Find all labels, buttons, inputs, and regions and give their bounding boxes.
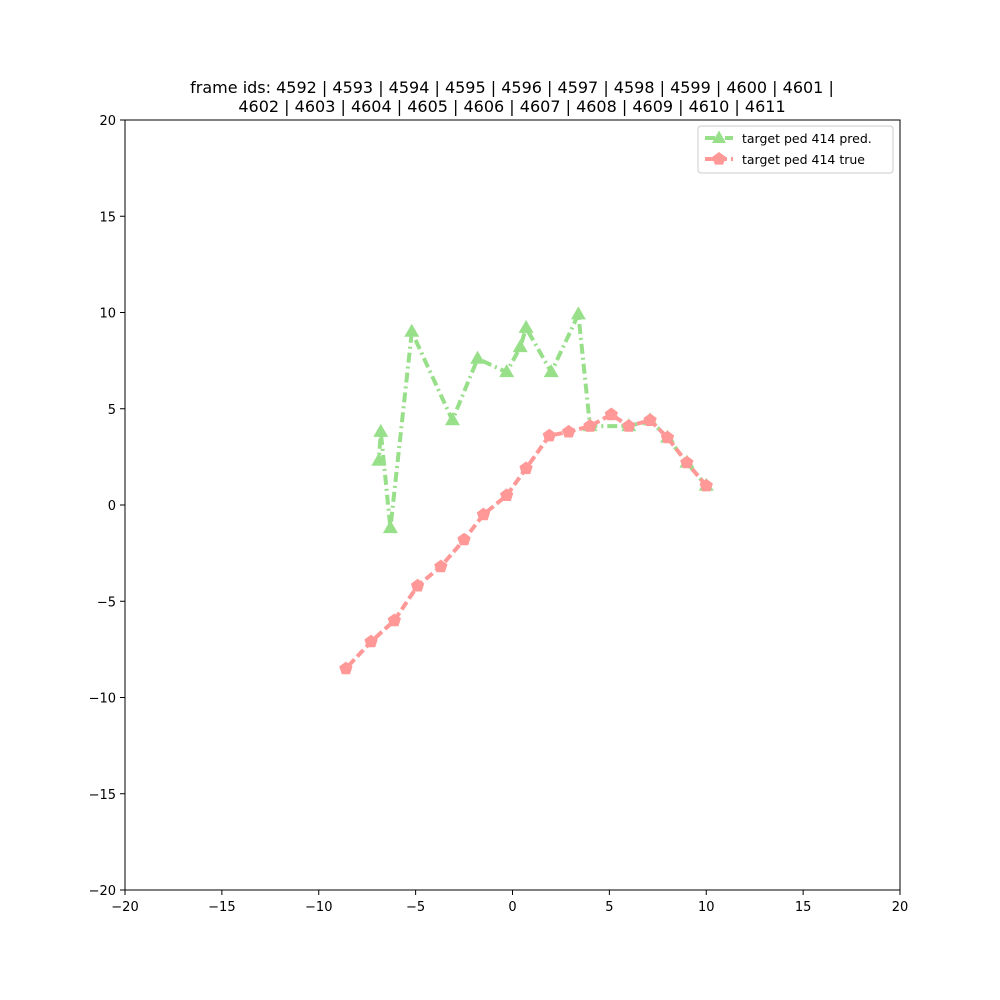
y-tick-label: −15 — [89, 788, 116, 803]
data-point — [364, 634, 378, 648]
x-tick-label: −5 — [406, 900, 425, 915]
legend-label-true: target ped 414 true — [742, 152, 865, 167]
axes-frame — [124, 119, 901, 891]
data-point — [562, 424, 576, 438]
data-point — [512, 339, 528, 353]
data-point — [542, 428, 556, 442]
data-point — [382, 520, 398, 534]
x-tick-label: 20 — [892, 900, 909, 915]
x-tick-label: 5 — [605, 900, 613, 915]
legend-swatch-true-marker — [712, 152, 726, 165]
series-0 — [371, 306, 714, 534]
y-tick-label: 15 — [99, 210, 116, 225]
x-axis: −20 −15 −10 −5 0 5 10 15 20 — [111, 890, 908, 915]
legend-entry-true: target ped 414 true — [705, 152, 865, 167]
y-axis: −20 −15 −10 −5 0 5 10 15 20 — [89, 114, 125, 899]
chart-title-line-2: 4602 | 4603 | 4604 | 4605 | 4606 | 4607 … — [238, 97, 785, 116]
x-tick-label: 0 — [508, 900, 516, 915]
data-point — [643, 413, 657, 426]
data-point — [339, 661, 353, 675]
data-point — [680, 455, 694, 469]
y-tick-label: −20 — [89, 884, 116, 899]
data-point — [457, 532, 471, 546]
data-point — [604, 407, 618, 421]
legend-box — [697, 125, 894, 174]
x-tick-label: 10 — [698, 900, 715, 915]
x-tick-label: −10 — [305, 900, 332, 915]
y-tick-label: 20 — [99, 114, 116, 129]
data-point — [434, 559, 448, 573]
y-tick-label: −10 — [89, 692, 116, 707]
plot-area — [339, 306, 714, 675]
data-point — [404, 323, 420, 337]
x-tick-label: −15 — [208, 900, 235, 915]
data-point — [470, 350, 486, 364]
legend-label-pred: target ped 414 pred. — [742, 131, 872, 146]
data-point — [519, 461, 533, 475]
data-point — [500, 488, 514, 501]
legend-swatch-pred-marker — [712, 130, 726, 143]
data-point — [476, 507, 491, 521]
y-tick-label: 0 — [108, 499, 116, 514]
data-point — [660, 430, 675, 444]
data-point — [410, 578, 425, 592]
y-tick-label: −5 — [97, 595, 116, 610]
data-point — [699, 478, 713, 492]
data-point — [570, 306, 586, 320]
series-1 — [339, 407, 713, 675]
y-tick-label: 10 — [99, 307, 116, 322]
legend-entry-pred: target ped 414 pred. — [705, 130, 872, 146]
x-tick-label: −20 — [111, 900, 138, 915]
data-point — [499, 364, 515, 378]
series-line — [376, 312, 708, 531]
data-point — [583, 419, 597, 432]
data-point — [444, 412, 460, 426]
x-tick-label: 15 — [795, 900, 812, 915]
data-point — [622, 419, 636, 432]
data-point — [387, 613, 401, 627]
legend: target ped 414 pred. target ped 414 true — [697, 125, 894, 174]
data-point — [371, 452, 387, 466]
data-point — [518, 319, 534, 333]
chart-title-line-1: frame ids: 4592 | 4593 | 4594 | 4595 | 4… — [190, 78, 834, 97]
data-point — [543, 364, 559, 378]
y-tick-label: 5 — [108, 403, 116, 418]
data-point — [373, 423, 389, 437]
